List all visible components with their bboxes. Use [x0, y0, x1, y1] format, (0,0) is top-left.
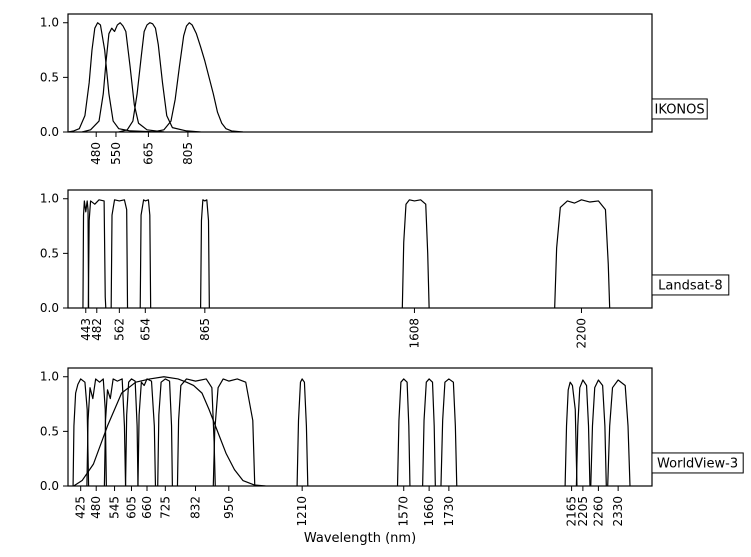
y-tick-label: 0.5	[40, 424, 59, 438]
y-tick-label: 0.0	[40, 125, 59, 139]
sensor-label: WorldView-3	[657, 456, 738, 471]
y-tick-label: 0.0	[40, 479, 59, 493]
figure-container: 0.00.51.0480550665805IKONOS0.00.51.04434…	[0, 0, 751, 557]
x-tick-label: 654	[138, 318, 152, 341]
y-tick-label: 0.5	[40, 246, 59, 260]
x-tick-label: 562	[112, 318, 126, 341]
x-tick-label: 550	[109, 142, 123, 165]
x-tick-label: 1608	[407, 318, 421, 349]
x-tick-label: 480	[89, 496, 103, 519]
x-tick-label: 805	[181, 142, 195, 165]
x-tick-label: 605	[124, 496, 138, 519]
chart-svg: 0.00.51.0480550665805IKONOS0.00.51.04434…	[0, 0, 751, 557]
x-tick-label: 832	[189, 496, 203, 519]
y-tick-label: 1.0	[40, 192, 59, 206]
y-tick-label: 1.0	[40, 370, 59, 384]
x-tick-label: 1660	[422, 496, 436, 527]
x-tick-label: 545	[108, 496, 122, 519]
x-tick-label: 725	[158, 496, 172, 519]
x-tick-label: 2205	[576, 496, 590, 527]
y-tick-label: 1.0	[40, 16, 59, 30]
x-axis-label: Wavelength (nm)	[304, 531, 416, 546]
x-tick-label: 1210	[295, 496, 309, 527]
x-tick-label: 2200	[574, 318, 588, 349]
y-tick-label: 0.5	[40, 70, 59, 84]
x-tick-label: 660	[140, 496, 154, 519]
y-tick-label: 0.0	[40, 301, 59, 315]
x-tick-label: 482	[90, 318, 104, 341]
x-tick-label: 1570	[397, 496, 411, 527]
x-tick-label: 865	[198, 318, 212, 341]
x-tick-label: 425	[74, 496, 88, 519]
x-tick-label: 665	[141, 142, 155, 165]
x-tick-label: 1730	[442, 496, 456, 527]
x-tick-label: 2260	[591, 496, 605, 527]
x-tick-label: 2330	[611, 496, 625, 527]
x-tick-label: 480	[89, 142, 103, 165]
sensor-label: Landsat-8	[658, 278, 723, 293]
x-tick-label: 950	[222, 496, 236, 519]
sensor-label: IKONOS	[655, 102, 705, 117]
